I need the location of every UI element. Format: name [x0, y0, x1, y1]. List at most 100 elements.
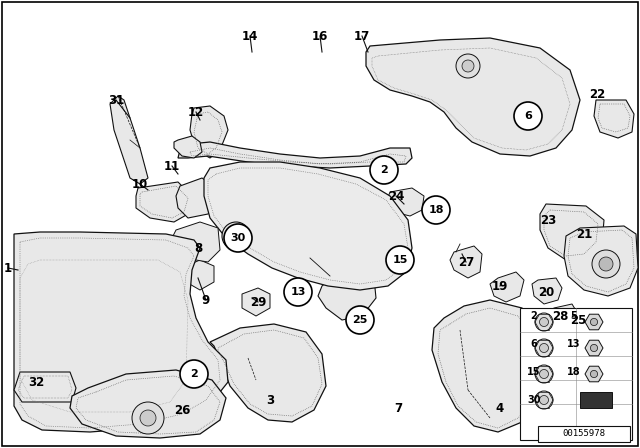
Text: 22: 22 — [589, 87, 605, 100]
Polygon shape — [366, 38, 580, 156]
Circle shape — [590, 319, 598, 326]
Polygon shape — [432, 300, 550, 432]
Bar — [580, 392, 612, 408]
Text: 9: 9 — [202, 293, 210, 306]
Circle shape — [540, 344, 548, 353]
Circle shape — [284, 278, 312, 306]
Polygon shape — [585, 366, 603, 382]
Polygon shape — [585, 314, 603, 330]
Text: 4: 4 — [496, 401, 504, 414]
Circle shape — [140, 410, 156, 426]
Circle shape — [370, 156, 398, 184]
Circle shape — [535, 313, 553, 331]
Polygon shape — [548, 304, 578, 330]
Text: 27: 27 — [458, 255, 474, 268]
Text: 16: 16 — [312, 30, 328, 43]
Text: 6: 6 — [524, 111, 532, 121]
Circle shape — [535, 391, 553, 409]
Polygon shape — [174, 136, 202, 158]
Text: 11: 11 — [164, 159, 180, 172]
Text: 31: 31 — [108, 94, 124, 107]
Polygon shape — [14, 372, 76, 402]
Text: 23: 23 — [540, 214, 556, 227]
Circle shape — [592, 250, 620, 278]
Text: 00155978: 00155978 — [563, 430, 605, 439]
Text: 12: 12 — [188, 105, 204, 119]
Polygon shape — [210, 324, 326, 422]
Text: 10: 10 — [132, 177, 148, 190]
Text: 20: 20 — [538, 285, 554, 298]
Text: 1: 1 — [4, 262, 12, 275]
Polygon shape — [176, 178, 216, 218]
Text: 30: 30 — [527, 395, 541, 405]
Circle shape — [540, 396, 548, 405]
Circle shape — [590, 345, 598, 352]
Circle shape — [590, 370, 598, 378]
Text: 18: 18 — [428, 205, 444, 215]
Polygon shape — [594, 100, 634, 138]
Circle shape — [386, 246, 414, 274]
Circle shape — [540, 318, 548, 327]
Text: 30: 30 — [230, 233, 246, 243]
Circle shape — [535, 365, 553, 383]
Bar — [520, 308, 632, 440]
Text: 5: 5 — [571, 311, 577, 321]
Text: 7: 7 — [394, 401, 402, 414]
Text: 21: 21 — [576, 228, 592, 241]
Text: 24: 24 — [388, 190, 404, 202]
Text: 18: 18 — [567, 367, 581, 377]
Polygon shape — [318, 268, 376, 320]
Polygon shape — [204, 162, 412, 290]
Text: 15: 15 — [392, 255, 408, 265]
Circle shape — [228, 228, 244, 244]
Polygon shape — [186, 260, 214, 290]
Polygon shape — [386, 188, 424, 216]
Circle shape — [462, 60, 474, 72]
Circle shape — [456, 54, 480, 78]
Circle shape — [132, 402, 164, 434]
Circle shape — [224, 224, 252, 252]
Text: 25: 25 — [352, 315, 368, 325]
Text: 28: 28 — [552, 310, 568, 323]
Polygon shape — [450, 246, 482, 278]
Bar — [538, 426, 630, 442]
Polygon shape — [242, 288, 270, 316]
Polygon shape — [70, 370, 226, 438]
Text: 2: 2 — [190, 369, 198, 379]
Text: 8: 8 — [194, 241, 202, 254]
Circle shape — [222, 222, 250, 250]
Polygon shape — [110, 96, 148, 184]
Text: 19: 19 — [492, 280, 508, 293]
Text: 2: 2 — [531, 311, 538, 321]
Text: 3: 3 — [266, 393, 274, 406]
Text: 14: 14 — [242, 30, 258, 43]
Circle shape — [346, 306, 374, 334]
Text: 25: 25 — [570, 314, 586, 327]
Polygon shape — [490, 272, 524, 302]
Text: 26: 26 — [174, 404, 190, 417]
Circle shape — [540, 370, 548, 379]
Text: 6: 6 — [531, 339, 538, 349]
Polygon shape — [540, 204, 604, 260]
Circle shape — [514, 102, 542, 130]
Circle shape — [535, 339, 553, 357]
Text: 15: 15 — [527, 367, 541, 377]
Text: 13: 13 — [567, 339, 580, 349]
Polygon shape — [136, 182, 192, 222]
Text: 32: 32 — [28, 375, 44, 388]
Text: 17: 17 — [354, 30, 370, 43]
Polygon shape — [532, 278, 562, 304]
Text: 2: 2 — [380, 165, 388, 175]
Circle shape — [422, 196, 450, 224]
Text: 13: 13 — [291, 287, 306, 297]
Polygon shape — [564, 226, 638, 296]
Text: 29: 29 — [250, 296, 266, 309]
Circle shape — [599, 257, 613, 271]
Circle shape — [232, 232, 240, 240]
Polygon shape — [14, 232, 228, 432]
Polygon shape — [190, 106, 228, 158]
Polygon shape — [172, 222, 220, 262]
Polygon shape — [178, 142, 412, 168]
Circle shape — [180, 360, 208, 388]
Polygon shape — [585, 340, 603, 356]
